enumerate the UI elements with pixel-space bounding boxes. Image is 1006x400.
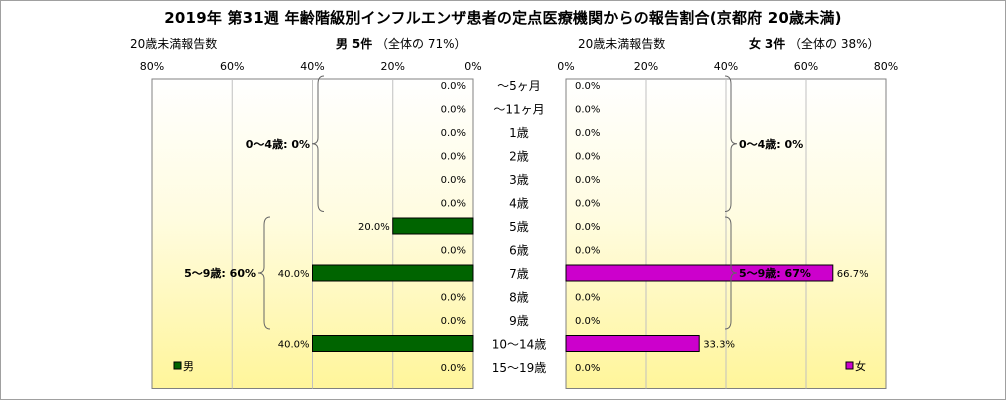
- male-data-label: 0.0%: [441, 363, 466, 374]
- right-tick-label: 0%: [557, 60, 574, 73]
- left-tick-label: 0%: [464, 60, 481, 73]
- category-label: 9歳: [509, 314, 529, 328]
- category-label: 6歳: [509, 244, 529, 258]
- category-label: ～11ヶ月: [493, 103, 544, 117]
- left-group-brace: [257, 216, 271, 330]
- male-data-label: 0.0%: [441, 293, 466, 304]
- right-group-brace: [724, 75, 738, 212]
- right-tick-label: 40%: [714, 60, 738, 73]
- female-data-label: 0.0%: [575, 316, 600, 327]
- female-data-label: 0.0%: [575, 246, 600, 257]
- male-legend-label: 男: [183, 360, 194, 373]
- female-data-label: 33.3%: [703, 340, 735, 351]
- right-tick-label: 60%: [794, 60, 818, 73]
- right-count: 3件: [764, 37, 786, 51]
- right-group-label: 5～9歳: 67%: [739, 266, 811, 280]
- male-data-label: 0.0%: [441, 199, 466, 210]
- male-bar: [392, 217, 474, 235]
- right-tick-label: 20%: [634, 60, 658, 73]
- female-data-label: 0.0%: [575, 199, 600, 210]
- left-sex-summary: 男 5件 （全体の 71%）: [336, 35, 467, 52]
- category-label: 8歳: [509, 291, 529, 305]
- male-data-label: 0.0%: [441, 105, 466, 116]
- left-group-label: 5～9歳: 60%: [184, 266, 256, 280]
- category-label: 10～14歳: [492, 338, 547, 352]
- female-data-label: 66.7%: [837, 269, 869, 280]
- male-bar: [312, 335, 474, 352]
- female-legend-swatch: [845, 361, 854, 370]
- right-sex: 女: [749, 37, 762, 51]
- female-data-label: 0.0%: [575, 293, 600, 304]
- category-label: 4歳: [509, 197, 529, 211]
- right-count-label: 20歳未満報告数: [578, 37, 666, 51]
- male-legend-swatch: [173, 361, 182, 370]
- chart-title: 2019年 第31週 年齢階級別インフルエンザ患者の定点医療機関からの報告割合(…: [164, 9, 842, 27]
- female-data-label: 0.0%: [575, 128, 600, 139]
- female-data-label: 0.0%: [575, 105, 600, 116]
- female-data-label: 0.0%: [575, 363, 600, 374]
- left-tick-label: 60%: [220, 60, 244, 73]
- left-count-label: 20歳未満報告数: [130, 37, 218, 51]
- category-label: 1歳: [509, 126, 529, 140]
- left-group-label: 0～4歳: 0%: [246, 137, 310, 151]
- left-tick-label: 20%: [381, 60, 405, 73]
- category-label: 5歳: [509, 220, 529, 234]
- female-bar: [565, 264, 834, 282]
- left-sex: 男: [336, 37, 349, 51]
- category-label: 15～19歳: [492, 361, 547, 375]
- male-data-label: 40.0%: [278, 269, 310, 280]
- left-tick-label: 40%: [300, 60, 324, 73]
- female-legend-label: 女: [855, 359, 866, 373]
- female-data-label: 0.0%: [575, 81, 600, 92]
- right-sex-summary: 女 3件 （全体の 38%）: [749, 35, 880, 52]
- female-data-label: 0.0%: [575, 175, 600, 186]
- category-label: 3歳: [509, 173, 529, 187]
- right-tick-label: 80%: [874, 60, 898, 73]
- left-share-label: （全体の: [376, 37, 425, 51]
- male-data-label: 0.0%: [441, 246, 466, 257]
- category-label: 7歳: [509, 267, 529, 281]
- category-label: ～5ヶ月: [497, 79, 541, 93]
- male-data-label: 40.0%: [278, 340, 310, 351]
- female-data-label: 0.0%: [575, 152, 600, 163]
- left-group-brace: [311, 75, 325, 212]
- category-label: 2歳: [509, 150, 529, 164]
- male-data-label: 0.0%: [441, 128, 466, 139]
- right-group-label: 0～4歳: 0%: [739, 137, 803, 151]
- left-count: 5件: [351, 37, 373, 51]
- male-bar: [312, 264, 474, 282]
- right-share-label: （全体の: [789, 37, 838, 51]
- female-data-label: 0.0%: [575, 222, 600, 233]
- male-data-label: 0.0%: [441, 316, 466, 327]
- left-share: 71%）: [427, 37, 467, 51]
- left-tick-label: 80%: [140, 60, 164, 73]
- right-share: 38%）: [840, 37, 880, 51]
- male-data-label: 0.0%: [441, 175, 466, 186]
- female-bar: [565, 335, 700, 352]
- male-data-label: 0.0%: [441, 81, 466, 92]
- right-group-brace: [724, 216, 738, 330]
- male-data-label: 0.0%: [441, 152, 466, 163]
- male-data-label: 20.0%: [358, 222, 390, 233]
